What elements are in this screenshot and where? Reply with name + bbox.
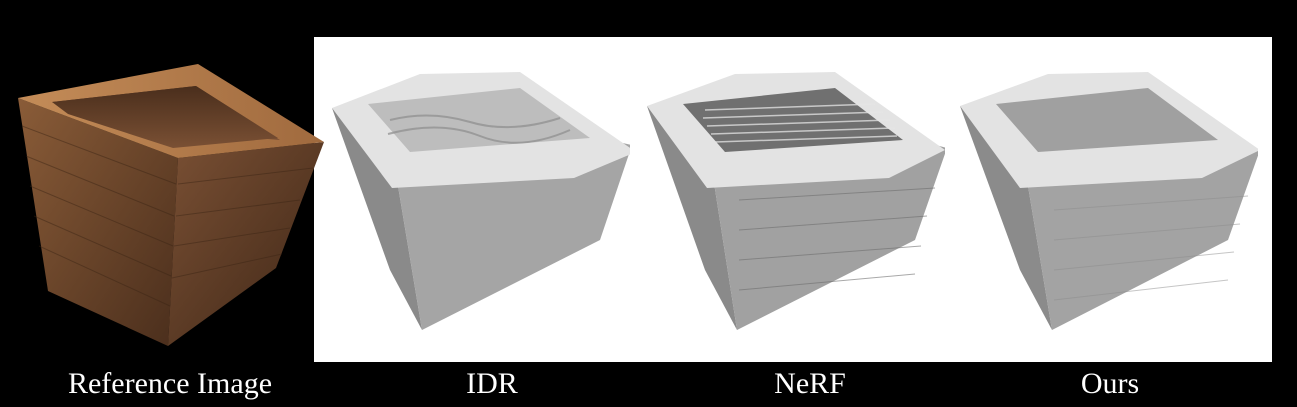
idr-caption: IDR <box>466 367 518 400</box>
nerf-mesh-render <box>645 60 945 340</box>
ours-mesh-render <box>958 60 1258 340</box>
nerf-caption: NeRF <box>774 367 846 400</box>
ours-caption: Ours <box>1080 367 1140 400</box>
reference-image-caption: Reference Image <box>67 367 273 400</box>
reference-wooden-pot-image <box>8 56 326 356</box>
idr-mesh-render <box>330 60 630 340</box>
